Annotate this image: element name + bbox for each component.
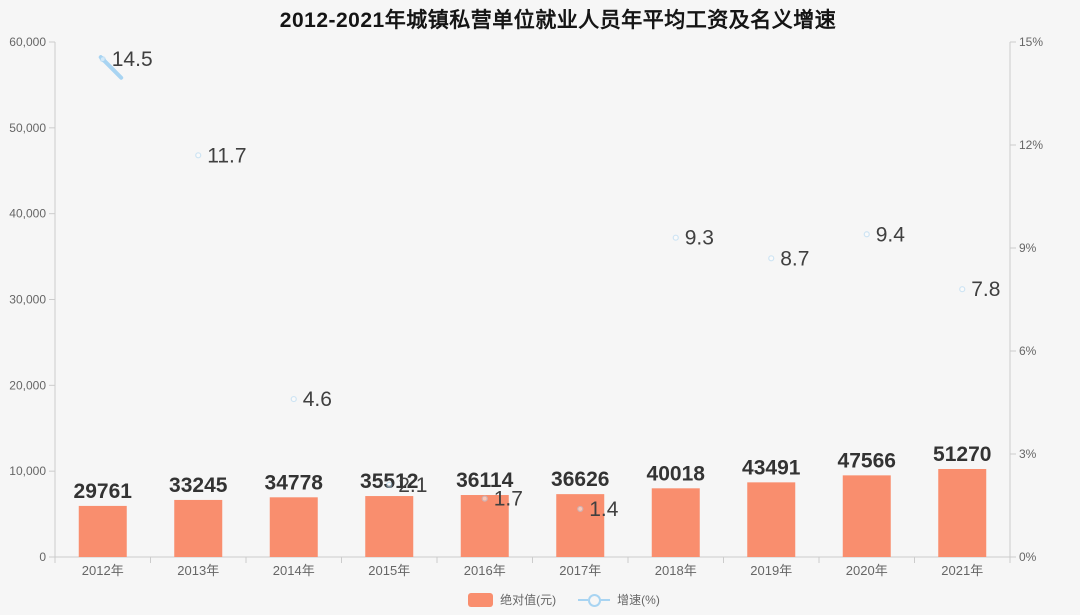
x-axis-category-label: 2017年 [559,563,601,578]
bar-2013年[interactable] [174,499,223,557]
left-axis-tick-label: 0 [39,550,46,564]
growth-point-marker[interactable] [290,395,297,403]
growth-value-label: 4.6 [303,388,332,411]
left-axis-tick-label: 40,000 [9,207,46,221]
right-axis-tick-label: 6% [1019,344,1037,358]
plot-area: 0 10,000 20,000 30,000 40,000 50,000 60,000 0% 3… [9,35,1043,578]
x-axis-category-label: 2012年 [82,563,124,578]
growth-point-marker[interactable] [863,231,870,238]
left-axis-tick-label: 10,000 [9,464,46,478]
growth-point-marker[interactable] [195,152,202,159]
growth-value-label: 2.1 [398,474,427,497]
line-series-symbol-icon [578,593,611,607]
bar-2016年[interactable] [460,495,509,557]
growth-point-marker[interactable] [672,234,679,241]
right-axis-tick-label: 0% [1019,550,1037,564]
left-axis-tick-label: 60,000 [9,35,46,49]
bar-2017年[interactable] [556,494,605,557]
legend: 绝对值(元) 增速(%) [0,591,1080,608]
growth-point-marker[interactable] [386,481,393,488]
bar-value-label: 36114 [456,469,514,492]
bar-value-label: 34778 [265,471,324,494]
legend-bar-label: 绝对值(元) [500,593,557,607]
bar-value-label: 36626 [551,468,609,491]
left-axis-tick-label: 20,000 [9,378,46,392]
legend-line-label: 增速(%) [617,593,660,607]
x-axis-category-label: 2021年 [941,563,983,578]
bar-2014年[interactable] [269,497,318,557]
bar-value-label: 40018 [647,462,706,485]
growth-value-label: 1.7 [494,488,523,511]
left-axis-tick-label: 50,000 [9,121,46,135]
right-axis-tick-label: 15% [1019,35,1043,49]
x-axis-category-label: 2014年 [273,563,315,578]
bar-2015年[interactable] [365,496,414,557]
growth-value-label: 11.7 [207,144,246,167]
bar-2019年[interactable] [747,482,796,557]
bar-value-label: 29761 [74,480,133,503]
bar-2012年[interactable] [78,505,127,557]
legend-item-line[interactable]: 增速(%) [578,591,660,608]
x-axis-category-label: 2016年 [464,563,506,578]
x-axis-category-label: 2018年 [655,563,697,578]
bar-value-label: 51270 [933,443,991,466]
growth-value-label: 14.5 [112,48,153,71]
x-axis-category-label: 2019年 [750,563,792,578]
x-axis-category-label: 2015年 [368,563,410,578]
bar-value-label: 35512 [360,470,418,493]
growth-point-marker[interactable] [768,255,775,262]
legend-item-bar[interactable]: 绝对值(元) [468,591,556,608]
growth-point-marker[interactable] [959,286,966,293]
growth-value-label: 1.4 [589,498,619,521]
right-axis-tick-label: 12% [1019,138,1043,152]
bar-value-label: 33245 [169,474,228,497]
growth-point-marker[interactable] [99,56,106,63]
x-axis-category-label: 2013年 [177,563,219,578]
bar-2018年[interactable] [651,488,700,557]
growth-value-label: 9.3 [685,227,714,250]
bar-value-label: 47566 [838,449,896,472]
bar-series-swatch-icon [468,592,494,607]
left-axis-tick-label: 30,000 [9,293,46,307]
bar-2020年[interactable] [842,475,891,557]
x-axis-category-label: 2020年 [846,563,888,578]
right-axis-tick-label: 3% [1019,447,1037,461]
growth-value-label: 7.8 [971,278,1000,301]
growth-point-marker[interactable] [481,495,488,502]
growth-value-label: 8.7 [780,247,809,270]
bar-2021年[interactable] [938,469,987,557]
right-axis-tick-label: 9% [1019,241,1037,255]
chart-title: 2012-2021年城镇私营单位就业人员年平均工资及名义增速 [279,9,837,32]
growth-value-label: 9.4 [876,223,906,246]
growth-point-marker[interactable] [577,505,584,513]
bar-value-label: 43491 [742,456,801,479]
